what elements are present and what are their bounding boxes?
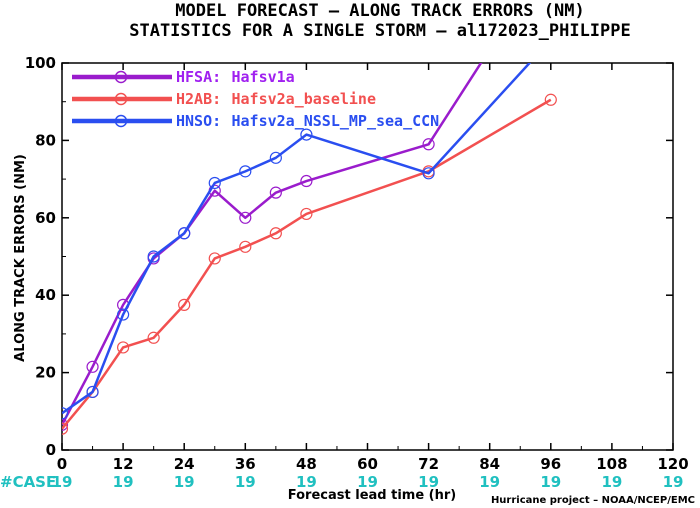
- series-line: [62, 98, 552, 430]
- data-point: [86, 360, 99, 373]
- data-point: [269, 227, 282, 240]
- series-clip-group: [62, 63, 557, 435]
- x-tick-label: 108: [596, 455, 627, 473]
- case-count: 19: [601, 473, 622, 491]
- legend-series-label: Hafsv1a: [232, 68, 295, 86]
- chart-subtitle: STATISTICS FOR A SINGLE STORM – al172023…: [129, 21, 631, 41]
- data-point: [62, 418, 69, 431]
- legend-series-code: HFSA:: [176, 68, 221, 86]
- data-point: [62, 407, 69, 420]
- data-point: [147, 250, 160, 263]
- legend-series-code: H2AB:: [176, 90, 221, 108]
- legend-marker: [114, 114, 128, 128]
- x-tick-label: 72: [418, 455, 439, 473]
- case-count: 19: [418, 473, 439, 491]
- y-tick-label: 100: [25, 54, 56, 72]
- y-tick-label: 0: [46, 441, 56, 459]
- series-line: [62, 63, 483, 426]
- legend-series-label: Hafsv2a_NSSL_MP_sea_CCN: [232, 112, 440, 130]
- case-count: 19: [296, 473, 317, 491]
- credit-text: Hurricane project – NOAA/NCEP/EMC: [491, 495, 695, 506]
- data-point: [300, 174, 313, 188]
- case-count: 19: [479, 473, 500, 491]
- data-point: [208, 176, 221, 190]
- series-Hafsv2a_baseline: [62, 93, 557, 435]
- x-tick-label: 24: [174, 455, 195, 473]
- case-count: 19: [540, 473, 561, 491]
- data-point: [178, 227, 191, 240]
- data-point: [239, 240, 252, 253]
- y-axis-label: ALONG TRACK ERRORS (NM): [13, 154, 28, 362]
- x-tick-label: 36: [235, 455, 256, 473]
- data-point: [239, 211, 252, 224]
- y-tick-label: 80: [35, 131, 56, 149]
- x-tick-label: 0: [57, 455, 67, 473]
- plot-axes: 0 12 24 36 48 60 72 84 96 108 120 0 20 40 60 80 100: [25, 54, 689, 473]
- legend-series-label: Hafsv2a_baseline: [232, 90, 377, 108]
- series-group: [62, 63, 557, 435]
- x-tick-label: 84: [479, 455, 500, 473]
- x-tick-label: 120: [657, 455, 688, 473]
- case-count: 19: [235, 473, 256, 491]
- case-count: 19: [663, 473, 684, 491]
- data-point: [116, 308, 130, 321]
- legend: HFSA: Hafsv1a H2AB: Hafsv2a_baseline HNSO: Ha…: [72, 68, 439, 130]
- data-point: [300, 207, 313, 221]
- data-point: [300, 128, 313, 141]
- data-point: [239, 165, 252, 178]
- legend-series-code: HNSO:: [176, 112, 221, 130]
- case-label: #CASE: [0, 473, 56, 491]
- x-tick-label: 60: [357, 455, 378, 473]
- case-count: 19: [357, 473, 378, 491]
- y-tick-label: 40: [35, 286, 56, 304]
- data-point: [147, 331, 160, 344]
- data-point: [62, 422, 69, 435]
- case-count: 19: [174, 473, 195, 491]
- x-tick-label: 48: [296, 455, 317, 473]
- case-count: 19: [113, 473, 134, 491]
- chart-title: MODEL FORECAST – ALONG TRACK ERRORS (NM): [175, 1, 584, 21]
- y-tick-label: 60: [35, 209, 56, 227]
- data-point: [116, 341, 130, 354]
- series-Hafsv2a_NSSL_MP_sea_CCN: [62, 63, 532, 420]
- x-axis-label: Forecast lead time (hr): [288, 488, 456, 503]
- data-point: [86, 385, 99, 399]
- x-tick-label: 96: [540, 455, 561, 473]
- series-line: [62, 63, 532, 415]
- y-tick-label: 20: [35, 364, 56, 382]
- legend-marker: [114, 70, 128, 84]
- data-point: [422, 138, 435, 151]
- case-count: 19: [52, 473, 73, 491]
- data-point: [178, 298, 191, 311]
- x-tick-label: 12: [113, 455, 134, 473]
- data-point: [422, 167, 435, 180]
- data-point: [269, 186, 282, 199]
- data-point: [269, 151, 282, 164]
- legend-marker: [114, 92, 128, 106]
- data-point: [208, 252, 221, 265]
- data-point: [544, 93, 557, 106]
